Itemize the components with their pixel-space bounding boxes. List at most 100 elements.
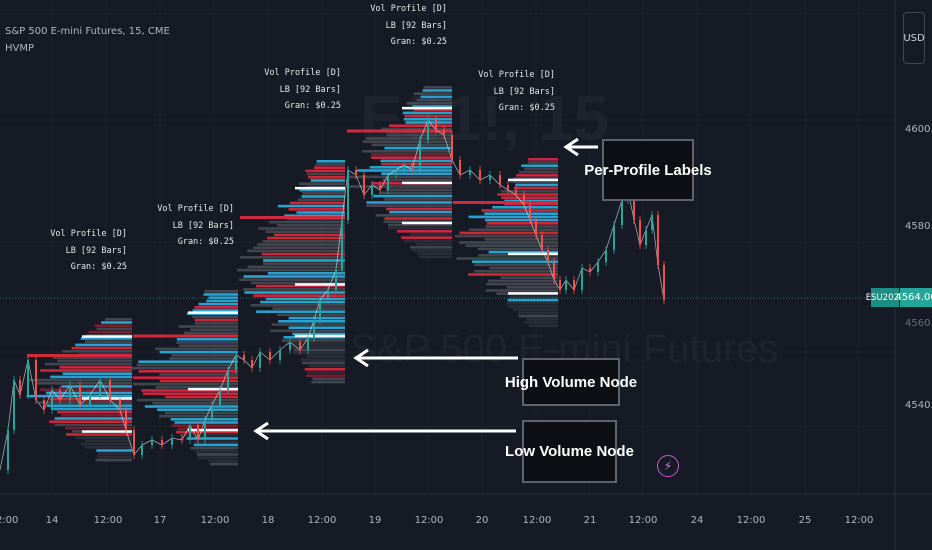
- profile-bar: [271, 323, 345, 326]
- candle-body: [341, 220, 343, 270]
- time-tick: 20: [475, 515, 489, 526]
- profile-bar: [300, 358, 345, 361]
- profile-bar: [176, 430, 238, 434]
- profile-level-line: [295, 186, 345, 190]
- profile-bar: [375, 214, 452, 217]
- currency-button[interactable]: USD: [903, 12, 925, 64]
- time-tick: 12:00: [628, 515, 658, 526]
- profile-level-line: [295, 283, 345, 286]
- profile-bar: [293, 352, 345, 355]
- profile-bar: [176, 338, 238, 341]
- profile-bar: [179, 434, 238, 437]
- candle-body: [515, 190, 517, 195]
- profile-bar: [481, 209, 558, 212]
- profile-bar: [308, 364, 345, 368]
- profile-bar: [417, 252, 452, 255]
- candle-body: [243, 355, 245, 360]
- profile-bar: [292, 332, 345, 336]
- candle-body: [395, 170, 397, 175]
- candle-body: [535, 220, 537, 235]
- candle-body: [469, 170, 471, 175]
- profile-bar: [508, 305, 558, 308]
- profile-bar: [243, 275, 345, 278]
- profile-label-3: Vol Profile [D] LB [92 Bars] Gran: $0.25: [221, 65, 341, 115]
- profile-bar: [507, 298, 558, 302]
- profile-bar: [284, 214, 345, 217]
- profile-bar: [362, 140, 452, 143]
- profile-bar: [486, 222, 558, 225]
- profile-bar: [310, 179, 345, 182]
- profile-bar: [306, 355, 345, 358]
- profile-bar: [132, 376, 238, 379]
- candle-body: [181, 438, 183, 440]
- arrow-per-profile-head: [563, 137, 579, 157]
- candle-body: [597, 262, 599, 272]
- candle-body: [663, 265, 665, 300]
- time-tick: 12:00: [522, 515, 552, 526]
- volume-profiles: [26, 86, 558, 466]
- profile-bar: [411, 249, 452, 252]
- arrow-high-volume-head: [353, 348, 369, 368]
- profile-poc-line: [347, 129, 452, 133]
- candle-body: [411, 165, 413, 170]
- indicator-title[interactable]: HVMP: [5, 43, 35, 54]
- profile-bar: [239, 256, 345, 259]
- lightning-icon[interactable]: ⚡: [657, 455, 679, 477]
- profile-bar: [402, 111, 452, 115]
- profile-bar: [504, 202, 558, 206]
- profile-bar: [415, 242, 452, 246]
- profile-bar: [379, 191, 452, 195]
- profile-level-line: [295, 334, 345, 338]
- profile-bar: [528, 158, 558, 161]
- price-tick: 4540.00: [905, 400, 932, 411]
- profile-bar: [299, 188, 345, 192]
- profile-bar: [84, 446, 132, 449]
- profile-bar: [272, 307, 345, 310]
- profile-bar: [277, 313, 345, 317]
- profile-bar: [34, 382, 133, 385]
- profile-level-line: [188, 428, 238, 432]
- profile-bar: [518, 170, 558, 174]
- profile-bar: [288, 208, 345, 211]
- candle-body: [13, 380, 15, 430]
- profile-bar: [316, 160, 345, 163]
- profile-bar: [526, 318, 558, 321]
- profile-bar: [315, 163, 345, 166]
- profile-bar: [238, 278, 345, 281]
- profile-bar: [40, 388, 133, 391]
- profile-bar: [65, 426, 132, 430]
- symbol-title[interactable]: S&P 500 E-mini Futures, 15, CME: [5, 26, 170, 37]
- candle-body: [499, 175, 501, 185]
- profile-bar: [49, 420, 132, 423]
- profile-bar: [54, 417, 132, 420]
- profile-bar: [454, 234, 558, 238]
- candle-body: [605, 250, 607, 262]
- symbol-price-tag[interactable]: ESU2023: [866, 288, 904, 307]
- profile-bar: [468, 215, 558, 219]
- profile-bar: [381, 162, 452, 166]
- profile-bar: [71, 346, 132, 350]
- profile-bar: [75, 343, 132, 347]
- candle-body: [7, 430, 9, 470]
- profile-bar: [243, 288, 345, 291]
- profile-bar: [265, 297, 345, 301]
- profile-bar: [288, 316, 345, 320]
- profile-bar: [263, 259, 345, 262]
- profile-bar: [362, 150, 452, 153]
- candle-body: [197, 425, 199, 440]
- profile-bar: [524, 321, 558, 324]
- profile-bar: [170, 418, 238, 421]
- profile-bar: [484, 212, 558, 215]
- profile-bar: [190, 328, 238, 331]
- candle-body: [507, 185, 509, 190]
- profile-bar: [401, 236, 452, 239]
- profile-bar: [39, 401, 132, 404]
- current-price-tag[interactable]: 4564.00: [895, 288, 932, 307]
- candle-body: [639, 220, 641, 245]
- profile-bar: [513, 177, 558, 180]
- profile-bar: [386, 207, 452, 211]
- candle-body: [553, 262, 555, 280]
- profile-bar: [270, 329, 345, 333]
- profile-bar: [198, 302, 238, 306]
